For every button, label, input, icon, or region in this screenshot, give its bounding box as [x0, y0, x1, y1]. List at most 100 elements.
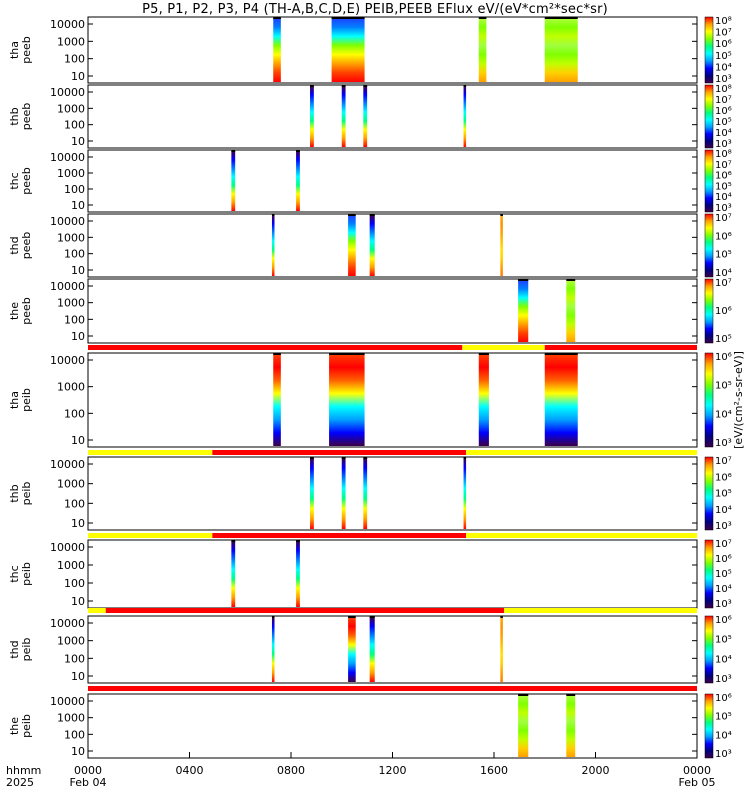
interval-edge — [478, 17, 487, 19]
spectrogram-interval — [478, 18, 487, 82]
colorbar-tick-label: 10⁶ — [715, 615, 732, 626]
y-axis-label-probe: thc — [8, 172, 21, 189]
colorbar-tick-label: 10⁴ — [715, 62, 732, 73]
y-tick-label: 1000 — [57, 35, 85, 48]
flag-bar-segment — [88, 686, 697, 691]
x-tick-label: 2000 — [582, 764, 610, 777]
x-date-label-end: Feb 05 — [679, 776, 716, 789]
y-tick-label: 10000 — [50, 354, 85, 367]
spectrogram-interval — [518, 695, 529, 757]
colorbar — [704, 278, 714, 344]
colorbar-tick-label: 10⁶ — [715, 231, 732, 242]
interval-edge — [348, 214, 356, 216]
y-axis-label-species: peib — [20, 482, 33, 506]
panel-frame — [87, 213, 698, 278]
colorbar — [704, 84, 714, 149]
y-tick-label: 100 — [64, 728, 85, 741]
colorbar-tick-label: 10⁷ — [715, 95, 732, 106]
spectrogram-interval — [231, 541, 236, 607]
y-tick-label: 100 — [64, 497, 85, 510]
colorbar — [704, 456, 714, 531]
interval-edge — [231, 150, 236, 152]
interval-edge — [296, 150, 300, 152]
colorbar — [704, 149, 714, 213]
panel-frame — [87, 149, 698, 213]
y-axis-label-species: peeb — [20, 103, 33, 131]
colorbar-tick-label: 10⁴ — [715, 730, 732, 741]
spectrogram-interval — [500, 617, 503, 682]
colorbar-tick-label: 10⁶ — [715, 171, 732, 182]
y-tick-label: 10000 — [50, 541, 85, 554]
y-tick-label: 100 — [64, 577, 85, 590]
colorbar-tick-label: 10⁴ — [715, 128, 732, 139]
panel-the-peeb: 10000 1000 100 10 the peeb 10⁷ 10⁶ 10⁵ — [8, 278, 732, 345]
panel-thd-peib: 10000 1000 100 10 thd peib 10⁶ 10⁵ 10⁴ 10³ — [8, 608, 732, 685]
flag-bar-segment — [88, 608, 106, 613]
y-axis-label-probe: the — [8, 717, 21, 735]
interval-edge — [273, 353, 281, 355]
y-axis-label-species: peib — [20, 388, 33, 412]
spectrogram-interval — [329, 354, 365, 446]
colorbar — [704, 16, 714, 84]
y-tick-label: 100 — [64, 652, 85, 665]
panel-frame — [87, 278, 698, 344]
y-axis-label-species: peib — [20, 638, 33, 662]
x-tick-label: 1600 — [480, 764, 508, 777]
colorbar-tick-label: 10⁵ — [715, 51, 732, 62]
colorbar-tick-label: 10⁴ — [715, 409, 732, 420]
colorbar-tick-label: 10⁷ — [715, 213, 732, 224]
colorbar-tick-label: 10³ — [715, 438, 732, 449]
colorbar-label: [eV/(cm²-s-sr-eV)] — [732, 351, 745, 449]
y-tick-label: 1000 — [57, 478, 85, 491]
y-tick-label: 100 — [64, 313, 85, 326]
chart-title: P5, P1, P2, P3, P4 (TH-A,B,C,D,E) PEIB,P… — [142, 2, 608, 17]
y-tick-label: 10 — [71, 595, 85, 608]
interval-edge — [463, 457, 467, 459]
y-tick-label: 10 — [71, 199, 85, 212]
colorbar — [704, 693, 714, 759]
colorbar-tick-label: 10⁷ — [715, 539, 732, 550]
spectrogram-interval — [273, 354, 281, 446]
interval-edge — [271, 616, 275, 618]
y-tick-label: 100 — [64, 53, 85, 66]
interval-edge — [231, 540, 236, 542]
interval-edge — [341, 457, 346, 459]
colorbar-tick-label: 10⁴ — [715, 268, 732, 279]
interval-edge — [518, 694, 529, 696]
interval-edge — [348, 616, 356, 618]
y-tick-label: 10 — [71, 745, 85, 758]
colorbar — [704, 352, 714, 448]
y-axis-label-species: peeb — [20, 297, 33, 325]
y-tick-label: 10000 — [50, 151, 85, 164]
colorbar-tick-label: 10⁷ — [715, 278, 732, 289]
y-tick-label: 10 — [71, 70, 85, 83]
y-tick-label: 10000 — [50, 695, 85, 708]
x-date-label-start: Feb 04 — [70, 776, 107, 789]
colorbar-tick-label: 10⁵ — [715, 117, 732, 128]
interval-edge — [566, 279, 576, 281]
flag-bar-segment — [466, 450, 697, 455]
colorbar-tick-label: 10⁶ — [715, 693, 732, 704]
spectrogram-interval — [566, 695, 576, 757]
y-tick-label: 10000 — [50, 86, 85, 99]
interval-edge — [544, 353, 578, 355]
colorbar-tick-label: 10⁵ — [715, 250, 732, 261]
panel-frame — [87, 352, 698, 448]
y-axis-label-species: peeb — [20, 36, 33, 64]
colorbar-tick-label: 10⁷ — [715, 160, 732, 171]
y-axis-label-probe: thd — [8, 640, 21, 658]
x-tick-label: 0400 — [176, 764, 204, 777]
y-tick-label: 10 — [71, 330, 85, 343]
spectrogram-interval — [500, 215, 503, 276]
interval-edge — [273, 17, 281, 19]
y-axis-label-species: peib — [20, 562, 33, 586]
panel-the-peib: 10000 1000 100 10 the peib 10⁶ 10⁵ 10⁴ 10³ — [8, 686, 732, 760]
y-axis-label-probe: tha — [8, 391, 21, 409]
y-tick-label: 1000 — [57, 102, 85, 115]
x-tick-label: 0000 — [74, 764, 102, 777]
spectrogram-interval — [363, 458, 368, 529]
colorbar-tick-label: 10⁷ — [715, 456, 732, 467]
